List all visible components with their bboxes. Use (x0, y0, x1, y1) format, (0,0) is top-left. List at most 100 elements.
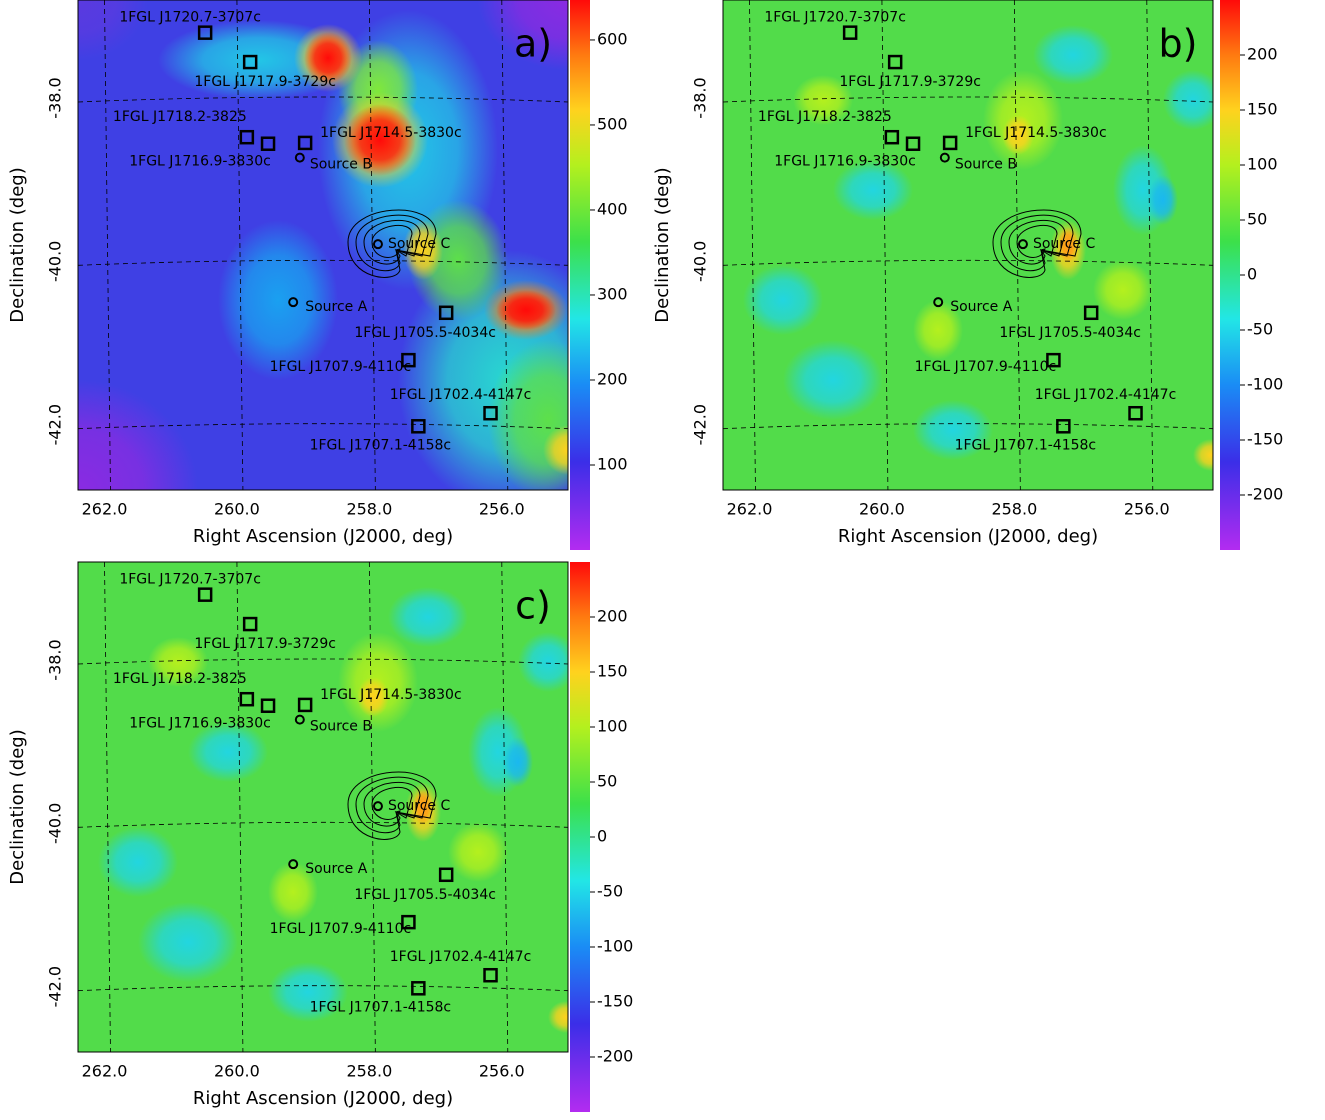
x-tick-label: 256.0 (1124, 500, 1170, 519)
y-tick-label: -38.0 (691, 77, 710, 118)
x-tick-label: 256.0 (479, 1062, 525, 1081)
source-label: Source B (955, 157, 1017, 173)
colorbar-tick-label: 50 (1247, 210, 1267, 229)
heatmap-blob (98, 827, 178, 897)
source-label: Source B (310, 157, 372, 173)
source-label: Source C (1033, 236, 1096, 252)
source-label: 1FGL J1720.7-3707c (764, 10, 906, 26)
colorbar (570, 562, 590, 1112)
source-label: 1FGL J1718.2-3825 (113, 671, 247, 687)
source-label: Source A (305, 861, 368, 877)
colorbar-tick-label: -200 (597, 1047, 633, 1066)
y-tick-label: -40.0 (46, 803, 65, 844)
x-tick-label: 262.0 (82, 1062, 128, 1081)
x-axis-label: Right Ascension (J2000, deg) (838, 526, 1098, 547)
panel: 262.0260.0258.0256.0-38.0-40.0-42.0Right… (0, 0, 658, 600)
y-tick-label: -42.0 (46, 966, 65, 1007)
colorbar-tick-label: 400 (597, 199, 628, 218)
source-label: 1FGL J1718.2-3825 (758, 109, 892, 125)
panel-label: b) (1159, 22, 1198, 66)
y-tick-label: -38.0 (46, 639, 65, 680)
heatmap-blob (1148, 175, 1178, 225)
source-label: 1FGL J1714.5-3830c (965, 125, 1107, 141)
x-axis-label: Right Ascension (J2000, deg) (193, 526, 453, 547)
source-label: 1FGL J1707.1-4158c (310, 437, 452, 453)
colorbar-tick-label: 0 (1247, 265, 1257, 284)
y-tick-label: -40.0 (46, 241, 65, 282)
x-tick-label: 262.0 (727, 500, 773, 519)
x-tick-label: 260.0 (214, 1062, 260, 1081)
colorbar-tick-label: 50 (597, 772, 617, 791)
colorbar-tick-label: 0 (597, 827, 607, 846)
y-tick-label: -42.0 (46, 404, 65, 445)
heatmap-blob (448, 822, 508, 882)
heatmap-blob (783, 340, 883, 420)
source-label: Source A (305, 299, 368, 315)
source-label: 1FGL J1714.5-3830c (320, 687, 462, 703)
colorbar-tick-label: 300 (597, 284, 628, 303)
colorbar-tick-label: -50 (1247, 320, 1273, 339)
source-label: 1FGL J1707.9-4110c (270, 359, 412, 375)
heatmap-blob (743, 265, 823, 335)
source-label: 1FGL J1717.9-3729c (194, 636, 336, 652)
colorbar-tick-label: 100 (597, 454, 628, 473)
colorbar-tick-label: 200 (597, 607, 628, 626)
source-label: 1FGL J1720.7-3707c (119, 10, 261, 26)
source-label: Source B (310, 719, 372, 735)
source-label: 1FGL J1717.9-3729c (194, 74, 336, 90)
y-axis-label: Declination (deg) (7, 729, 28, 884)
x-tick-label: 260.0 (214, 500, 260, 519)
source-label: 1FGL J1716.9-3830c (129, 154, 271, 170)
colorbar-tick-label: -150 (597, 992, 633, 1011)
colorbar-tick-label: -100 (597, 937, 633, 956)
heatmap-blob (388, 587, 468, 647)
source-label: 1FGL J1716.9-3830c (774, 154, 916, 170)
y-axis-label: Declination (deg) (7, 167, 28, 322)
heatmap-blob (138, 902, 238, 982)
colorbar-tick-label: 200 (1247, 45, 1278, 64)
panel-label: c) (515, 584, 551, 628)
panel-label: a) (514, 22, 552, 66)
source-label: 1FGL J1707.9-4110c (915, 359, 1057, 375)
source-label: 1FGL J1702.4-4147c (1035, 387, 1177, 403)
x-tick-label: 262.0 (82, 500, 128, 519)
source-label: Source A (950, 299, 1013, 315)
source-label: 1FGL J1707.1-4158c (310, 999, 452, 1015)
heatmap-blob (1033, 25, 1113, 85)
x-tick-label: 256.0 (479, 500, 525, 519)
colorbar-tick-label: -100 (1247, 375, 1283, 394)
x-tick-label: 258.0 (991, 500, 1037, 519)
x-axis-label: Right Ascension (J2000, deg) (193, 1088, 453, 1109)
source-label: 1FGL J1707.1-4158c (955, 437, 1097, 453)
source-label: Source C (388, 236, 451, 252)
source-label: 1FGL J1707.9-4110c (270, 921, 412, 937)
source-label: 1FGL J1702.4-4147c (390, 949, 532, 965)
x-tick-label: 260.0 (859, 500, 905, 519)
heatmap-blob (518, 632, 578, 692)
colorbar (570, 0, 590, 550)
heatmap-blob (496, 290, 556, 330)
colorbar-tick-label: 200 (597, 369, 628, 388)
colorbar-tick-label: -200 (1247, 485, 1283, 504)
y-axis-label: Declination (deg) (652, 167, 673, 322)
colorbar-tick-label: 500 (597, 114, 628, 133)
colorbar-tick-label: 100 (597, 717, 628, 736)
heatmap-blob (503, 737, 533, 787)
source-label: 1FGL J1718.2-3825 (113, 109, 247, 125)
y-tick-label: -38.0 (46, 77, 65, 118)
source-label: 1FGL J1714.5-3830c (320, 125, 462, 141)
colorbar-tick-label: 100 (1247, 155, 1278, 174)
source-label: 1FGL J1705.5-4034c (354, 325, 496, 341)
figure: 262.0 260.0 258.0 256.0 -38.0 -40.0 -42.0 Right… (0, 0, 1325, 1120)
source-label: 1FGL J1705.5-4034c (354, 887, 496, 903)
colorbar-tick-label: -50 (597, 882, 623, 901)
source-label: 1FGL J1720.7-3707c (119, 572, 261, 588)
colorbar (1220, 0, 1240, 550)
source-label: Source C (388, 798, 451, 814)
source-label: 1FGL J1717.9-3729c (839, 74, 981, 90)
source-label: 1FGL J1705.5-4034c (999, 325, 1141, 341)
source-label: 1FGL J1716.9-3830c (129, 716, 271, 732)
colorbar-tick-label: 600 (597, 29, 628, 48)
